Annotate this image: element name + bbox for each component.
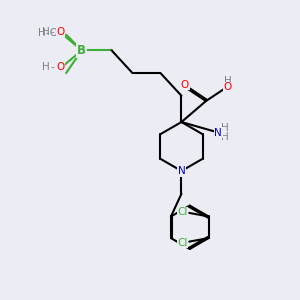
Text: H: H xyxy=(220,123,228,133)
Text: Cl: Cl xyxy=(177,238,188,248)
Text: -: - xyxy=(50,62,54,72)
Text: N: N xyxy=(214,128,222,137)
Text: O: O xyxy=(181,80,189,90)
Text: -: - xyxy=(50,27,54,37)
Text: Cl: Cl xyxy=(177,207,188,217)
Text: H: H xyxy=(42,62,50,72)
Text: H-O: H-O xyxy=(38,28,58,38)
Text: H: H xyxy=(224,76,232,86)
Text: H: H xyxy=(220,132,228,142)
Text: N: N xyxy=(178,166,185,176)
Text: H: H xyxy=(42,27,50,37)
Text: O: O xyxy=(57,62,65,72)
Text: B: B xyxy=(77,44,86,57)
Text: O: O xyxy=(224,82,232,92)
Text: H: H xyxy=(50,28,58,38)
Text: O: O xyxy=(57,27,65,37)
